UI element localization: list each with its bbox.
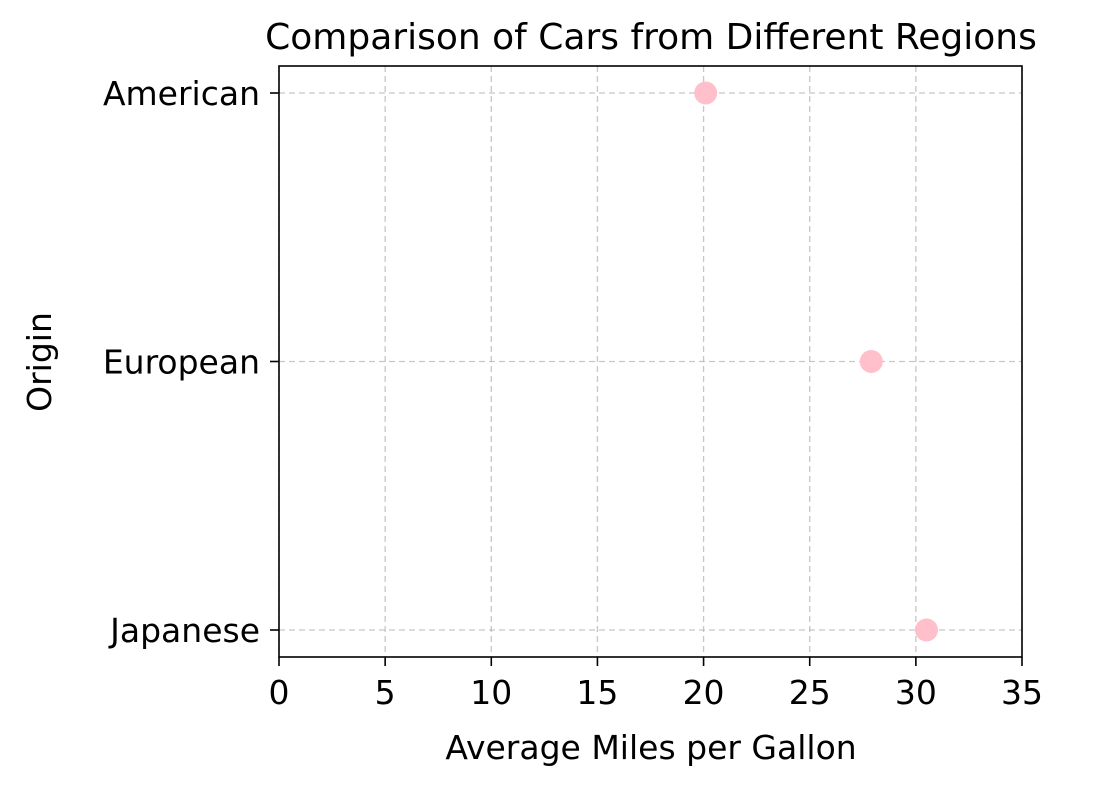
y-tick-label: Japanese: [108, 611, 260, 650]
y-axis-label: Origin: [20, 312, 59, 412]
x-tick-label: 20: [683, 673, 725, 712]
x-axis: 0 5 10 15 20 25 30 35: [269, 657, 1043, 712]
x-tick-label: 35: [1001, 673, 1043, 712]
chart-title: Comparison of Cars from Different Region…: [265, 17, 1037, 58]
data-point-american: [694, 81, 718, 105]
data-point-european: [859, 350, 883, 373]
x-tick-label: 15: [576, 673, 618, 712]
x-tick-label: 5: [375, 673, 396, 712]
x-tick-label: 10: [470, 673, 512, 712]
y-axis: American European Japanese: [103, 74, 279, 650]
data-points: [694, 81, 938, 642]
grid-lines: [278, 66, 1023, 657]
x-axis-label: Average Miles per Gallon: [445, 728, 856, 767]
y-tick-label: European: [103, 343, 260, 382]
x-tick-label: 25: [789, 673, 831, 712]
data-point-japanese: [914, 618, 938, 642]
x-tick-label: 30: [895, 673, 937, 712]
y-tick-label: American: [103, 74, 260, 113]
x-tick-label: 0: [269, 673, 290, 712]
